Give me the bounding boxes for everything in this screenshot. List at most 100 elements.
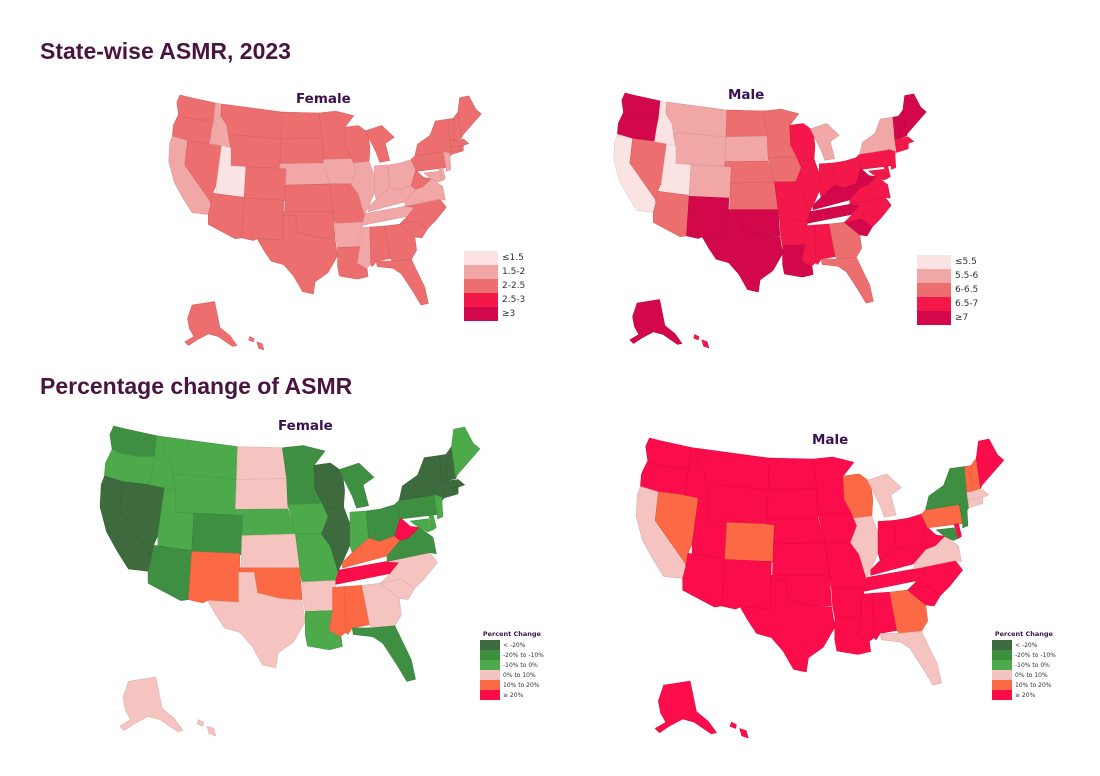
state-tx (739, 579, 836, 673)
map-legend: Percent Change < -20% -20% to -10% -10% to … (480, 630, 544, 700)
map-title: Female (296, 91, 351, 107)
state-mt (163, 436, 238, 480)
state-ne (234, 508, 296, 536)
state-nd (236, 446, 287, 480)
state-ne (279, 162, 330, 186)
state-ks (772, 542, 830, 577)
state-nm (721, 559, 772, 610)
state-nc (380, 552, 438, 589)
legend-swatch (464, 293, 498, 307)
us-choropleth-map (613, 92, 927, 349)
state-ma (966, 489, 990, 500)
legend-label: 0% to 10% (1015, 671, 1048, 679)
map-panel-pct-female: Female Percent Change < -20% -20% to -10% -… (40, 418, 544, 738)
state-nc (844, 196, 892, 228)
legend-swatch (480, 670, 500, 680)
state-mi (867, 473, 902, 518)
map-title: Female (278, 418, 333, 434)
legend-item: 10% to 20% (480, 680, 544, 690)
map-title: Male (728, 87, 765, 103)
us-choropleth-map (168, 94, 482, 351)
legend-swatch (917, 269, 951, 283)
legend-label: 2.5-3 (502, 295, 526, 305)
legend-swatch (464, 307, 498, 321)
legend-label: < -20% (503, 641, 526, 649)
legend-swatch (917, 297, 951, 311)
legend-item: 10% to 20% (992, 680, 1056, 690)
state-fl (351, 625, 416, 682)
state-sd (724, 135, 769, 162)
state-az (653, 190, 690, 237)
state-md (935, 527, 959, 541)
state-mt (697, 448, 770, 491)
state-tx (701, 213, 783, 293)
state-il (321, 506, 351, 572)
state-hi (196, 719, 205, 727)
state-wy (172, 473, 237, 516)
state-mi (365, 125, 395, 163)
legend-item: 6-6.5 (917, 283, 978, 297)
state-nd (280, 111, 323, 140)
legend-swatch (464, 279, 498, 293)
state-ma (894, 136, 915, 146)
state-tx (207, 572, 306, 669)
state-md (423, 171, 443, 183)
state-de (953, 523, 962, 539)
legend-swatch (992, 640, 1012, 650)
state-hi (739, 728, 749, 739)
legend-swatch (480, 680, 500, 690)
state-ri (904, 142, 909, 150)
legend-swatch (464, 251, 498, 265)
legend-swatch (992, 690, 1012, 700)
state-fl (820, 257, 874, 304)
state-nd (725, 109, 768, 138)
legend-label: ≤1.5 (502, 253, 524, 263)
legend-item: < -20% (992, 640, 1056, 650)
state-ri (459, 144, 464, 152)
legend-item: 1.5-2 (464, 265, 525, 279)
state-hi (248, 336, 255, 343)
legend-label: -10% to 0% (503, 661, 538, 669)
state-ks (729, 181, 779, 211)
state-hi (206, 725, 217, 737)
legend-label: 2-2.5 (502, 281, 526, 291)
legend-label: 6.5-7 (955, 299, 979, 309)
legend-item: 5.5-6 (917, 269, 978, 283)
legend-item: ≥ 20% (480, 690, 544, 700)
state-ak (629, 299, 683, 345)
state-me (451, 426, 481, 479)
state-nj (959, 504, 969, 529)
legend-item: ≥7 (917, 311, 978, 325)
state-ma (441, 479, 465, 490)
state-wy (673, 132, 727, 167)
legend-swatch (917, 255, 951, 269)
legend-item: -20% to -10% (992, 650, 1056, 660)
us-choropleth-map (635, 437, 1005, 739)
legend-label: 10% to 20% (1015, 681, 1052, 689)
section-title-asmr-2023: State-wise ASMR, 2023 (40, 38, 291, 64)
legend-item: ≥ 20% (992, 690, 1056, 700)
legend-swatch (480, 640, 500, 650)
state-wy (228, 134, 282, 169)
state-nm (686, 196, 729, 239)
state-ar (301, 580, 337, 612)
state-ks (240, 533, 301, 569)
state-nc (399, 198, 447, 230)
state-nd (767, 457, 818, 491)
state-hi (701, 339, 710, 349)
legend-swatch (480, 690, 500, 700)
legend-title: Percent Change (994, 630, 1053, 638)
state-md (868, 169, 888, 181)
state-me (975, 438, 1005, 490)
legend-label: 10% to 20% (503, 681, 540, 689)
legend-item: 0% to 10% (992, 670, 1056, 680)
legend-item: < -20% (480, 640, 544, 650)
legend-swatch (992, 680, 1012, 690)
state-ak (119, 676, 184, 732)
legend-swatch (917, 311, 951, 325)
legend-swatch (992, 660, 1012, 670)
state-co (688, 164, 732, 200)
state-de (428, 514, 437, 530)
state-ne (766, 518, 826, 545)
legend-label: 1.5-2 (502, 267, 526, 277)
